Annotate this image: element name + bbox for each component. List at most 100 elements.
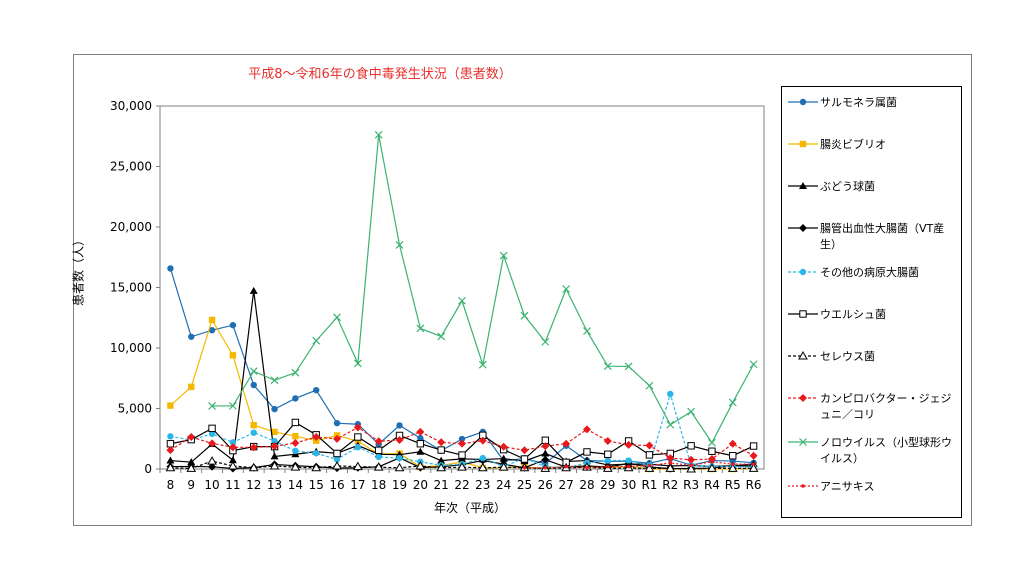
- data-point: [167, 402, 174, 409]
- legend-item: ウエルシュ菌: [786, 307, 958, 323]
- data-point: [166, 456, 175, 464]
- data-point: [271, 405, 278, 413]
- data-point: [354, 433, 362, 441]
- data-point: [313, 450, 320, 457]
- data-point: [645, 381, 654, 390]
- legend-swatch: [788, 182, 818, 189]
- data-point: [354, 437, 362, 445]
- data-point: [585, 465, 589, 470]
- data-point: [687, 407, 696, 416]
- data-point: [374, 446, 383, 455]
- data-point: [333, 313, 341, 322]
- data-point: [605, 464, 610, 469]
- data-point: [707, 463, 717, 472]
- data-point: [437, 332, 446, 341]
- x-tick-label: 18: [371, 478, 386, 492]
- legend-item: サルモネラ属菌: [786, 95, 958, 111]
- data-point: [562, 285, 571, 293]
- data-point: [499, 454, 508, 462]
- x-tick-label: 21: [434, 478, 449, 492]
- legend-marker: [799, 224, 807, 232]
- legend-label: ウエルシュ菌: [820, 308, 886, 321]
- x-tick-label: 22: [454, 478, 469, 492]
- legend-swatch: [788, 310, 818, 318]
- x-tick-label: 29: [600, 478, 615, 492]
- data-point: [708, 447, 716, 455]
- data-point: [583, 448, 591, 456]
- x-tick-label: R1: [641, 478, 657, 492]
- y-tick-label: 10,000: [110, 341, 152, 355]
- data-point: [270, 442, 279, 451]
- data-point: [208, 462, 217, 471]
- y-axis-label: 患者数（人）: [71, 233, 86, 307]
- data-point: [228, 460, 238, 470]
- data-point: [689, 463, 693, 468]
- legend-marker: [798, 350, 808, 360]
- data-point: [729, 457, 736, 465]
- series-line: [170, 426, 754, 461]
- y-tick-label: 20,000: [110, 220, 152, 234]
- data-point: [728, 398, 737, 407]
- data-point: [499, 251, 508, 260]
- data-point: [312, 433, 321, 442]
- data-point: [373, 462, 384, 471]
- data-point: [395, 240, 404, 249]
- data-point: [250, 381, 257, 389]
- data-point: [248, 462, 259, 472]
- data-point: [624, 362, 633, 371]
- data-point: [333, 434, 342, 443]
- data-point: [332, 460, 342, 470]
- data-point: [188, 383, 195, 391]
- data-point: [415, 460, 426, 470]
- data-point: [249, 286, 258, 294]
- legend-item: ノロウイルス（小型球形ウイルス）: [786, 435, 958, 467]
- data-point: [479, 454, 487, 462]
- data-point: [437, 456, 446, 464]
- data-point: [292, 432, 299, 440]
- legend-swatch: [788, 140, 818, 148]
- data-point: [290, 462, 301, 471]
- data-point: [186, 463, 197, 472]
- data-point: [394, 462, 405, 472]
- x-tick-label: 25: [517, 478, 532, 492]
- data-point: [582, 425, 591, 434]
- series-6: [165, 456, 759, 473]
- data-point: [645, 451, 654, 459]
- data-point: [417, 434, 424, 442]
- x-tick-label: R3: [683, 478, 699, 492]
- data-point: [375, 453, 382, 461]
- data-point: [458, 451, 466, 459]
- y-tick-label: 5,000: [118, 402, 152, 416]
- x-tick-label: 8: [167, 478, 175, 492]
- data-point: [478, 360, 487, 369]
- data-point: [644, 463, 655, 472]
- series-7: [166, 423, 758, 464]
- legend-item: ぶどう球菌: [786, 179, 958, 195]
- legend-label: ノロウイルス（小型球形ウイルス）: [820, 436, 952, 465]
- x-tick-label: 14: [288, 478, 303, 492]
- legend-item: 腸炎ビブリオ: [786, 137, 958, 153]
- data-point: [229, 439, 237, 446]
- x-tick-label: R4: [704, 478, 720, 492]
- data-point: [647, 463, 652, 468]
- data-point: [292, 395, 299, 402]
- data-point: [687, 455, 696, 464]
- data-point: [249, 443, 258, 452]
- data-point: [353, 423, 362, 432]
- legend-marker: [801, 484, 805, 488]
- series-0: [167, 265, 757, 469]
- data-point: [166, 446, 175, 455]
- data-point: [250, 421, 257, 429]
- legend-marker: [799, 140, 807, 148]
- x-tick-label: 12: [246, 478, 261, 492]
- data-point: [166, 440, 175, 448]
- legend-label: 腸管出血性大腸菌（VT産生）: [820, 222, 945, 251]
- data-point: [437, 446, 445, 454]
- x-tick-label: 13: [267, 478, 282, 492]
- data-point: [520, 455, 529, 463]
- data-point: [666, 454, 675, 463]
- data-point: [312, 336, 321, 345]
- data-point: [416, 427, 425, 436]
- data-point: [333, 419, 341, 427]
